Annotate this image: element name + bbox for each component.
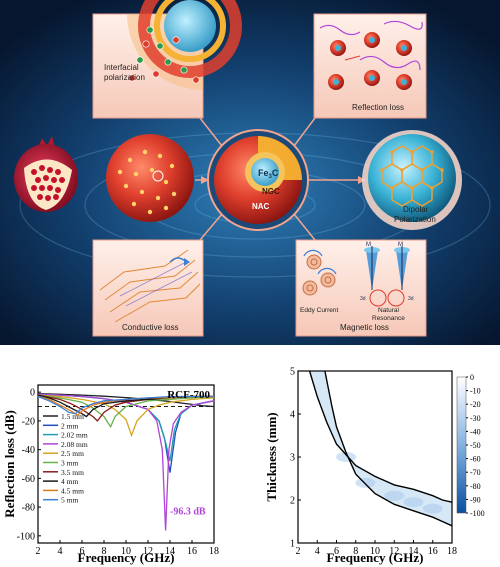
natural-label: Natural Resonance [372,307,405,322]
heatmap-blob [422,503,443,514]
spin-cones-icon [364,246,410,307]
nac-label: NAC [252,202,270,211]
dipolar-label: Dipolar Polarization [394,205,436,224]
legend-label: 3 mm [61,459,78,468]
interfacial-label: Interfacial polarization [104,63,145,82]
contour-line [308,370,453,503]
legend-label: 1.5 mm [61,412,84,421]
colorbar-tick-label: -70 [470,468,481,477]
series-line [37,395,214,417]
y-axis-label: Reflection loss (dB) [2,410,17,518]
panel-dipolar-polarization: Dipolar Polarization [362,130,462,230]
colorbar-tick-label: -80 [470,482,481,491]
panel-reflection-loss: Reflection loss [313,13,427,119]
x-tick-label: 2 [296,546,301,557]
legend-label: 4.5 mm [61,486,84,495]
colorbar-tick-label: 0 [470,373,474,382]
d2-label: 3d [408,296,414,302]
d1-label: 3d [360,296,366,302]
m1-label: M [366,242,371,248]
x-tick-label: 8 [102,546,107,557]
colorbar-tick-label: -20 [470,400,481,409]
x-tick-label: 12 [143,546,153,557]
colorbar-tick-label: -30 [470,414,481,423]
x-tick-label: 18 [447,546,457,557]
heatmap-blob [384,490,405,501]
y-axis-label: Thickness (mm) [264,412,279,501]
colorbar-tick-label: -40 [470,427,481,436]
reflection-loss-chart: 2 4 6 8 10 12 14 16 18 0 -20 -40 -60 -80 -100 1.5 mm2 m… [2,384,219,565]
y-tick-label: 5 [290,367,295,378]
y-tick-label: 1 [290,539,295,550]
x-tick-label: 14 [409,546,419,557]
arrow-to-center-icon [201,176,209,184]
x-tick-label: 16 [428,546,438,557]
x-tick-label: 2 [36,546,41,557]
x-tick-label: 14 [165,546,175,557]
y-tick-label: -20 [22,416,35,427]
series-line [37,393,215,531]
colorbar-tick-label: -10 [470,387,481,396]
x-tick-label: 16 [187,546,197,557]
y-tick-label: -80 [22,503,35,514]
y-tick-label: 2 [290,496,295,507]
colorbar-tick-label: -90 [470,495,481,504]
colorbar-tick-label: -50 [470,441,481,450]
heatmap-blob [355,477,376,488]
magnetic-label: Magnetic loss [340,323,389,332]
legend-label: 4 mm [61,477,78,486]
y-tick-label: 0 [30,388,35,399]
x-tick-label: 6 [80,546,85,557]
panel-interfacial-polarization: Interfacial polarization [92,0,242,119]
x-axis-label: Frequency (GHz) [327,550,424,565]
y-tick-label: -100 [17,531,35,542]
fe3c-core [251,158,279,186]
legend-label: 2.02 mm [61,431,88,440]
m2-label: M [398,242,403,248]
carbon-microsphere [106,134,194,222]
core-label: Fe3C [258,168,279,180]
series-line [37,394,215,429]
eddy-label: Eddy Current [300,307,338,314]
legend-label: 3.5 mm [61,468,84,477]
panel-magnetic-loss: M M 3d 3d Eddy Current Natural Resonance … [295,239,427,337]
pomegranate-image [14,136,78,212]
x-tick-label: 12 [389,546,399,557]
colorbar-tick-label: -60 [470,455,481,464]
annotation-label: -96.3 dB [170,506,206,517]
panel-conductive-loss: Conductive loss [92,239,204,337]
legend-label: 2.08 mm [61,440,88,449]
series-line [37,394,215,438]
conductive-label: Conductive loss [122,323,178,332]
x-tick-label: 6 [334,546,339,557]
heatmap-blob [403,497,424,508]
reflection-label: Reflection loss [352,103,404,112]
y-tick-label: 3 [290,453,295,464]
x-tick-label: 10 [121,546,131,557]
y-tick-label: -60 [22,474,35,485]
contour-line [324,370,453,527]
series-line [37,395,214,415]
y-tick-label: -40 [22,445,35,456]
x-axis-label: Frequency (GHz) [78,550,175,565]
colorbar-tick-label: -100 [470,509,485,518]
mechanism-diagram: Fe3C NGC NAC [0,0,500,345]
ngc-label: NGC [262,187,280,196]
x-tick-label: 10 [370,546,380,557]
x-tick-label: 4 [58,546,63,557]
x-tick-label: 18 [209,546,219,557]
eddy-current-icon [302,249,337,296]
legend-label: 2.5 mm [61,449,84,458]
chart-title: RCF-700 [167,389,210,401]
y-tick-label: 4 [290,410,295,421]
legend-label: 2 mm [61,421,78,430]
colorbar [456,376,467,514]
legend-label: 5 mm [61,496,78,505]
x-tick-label: 8 [353,546,358,557]
x-tick-label: 4 [315,546,320,557]
